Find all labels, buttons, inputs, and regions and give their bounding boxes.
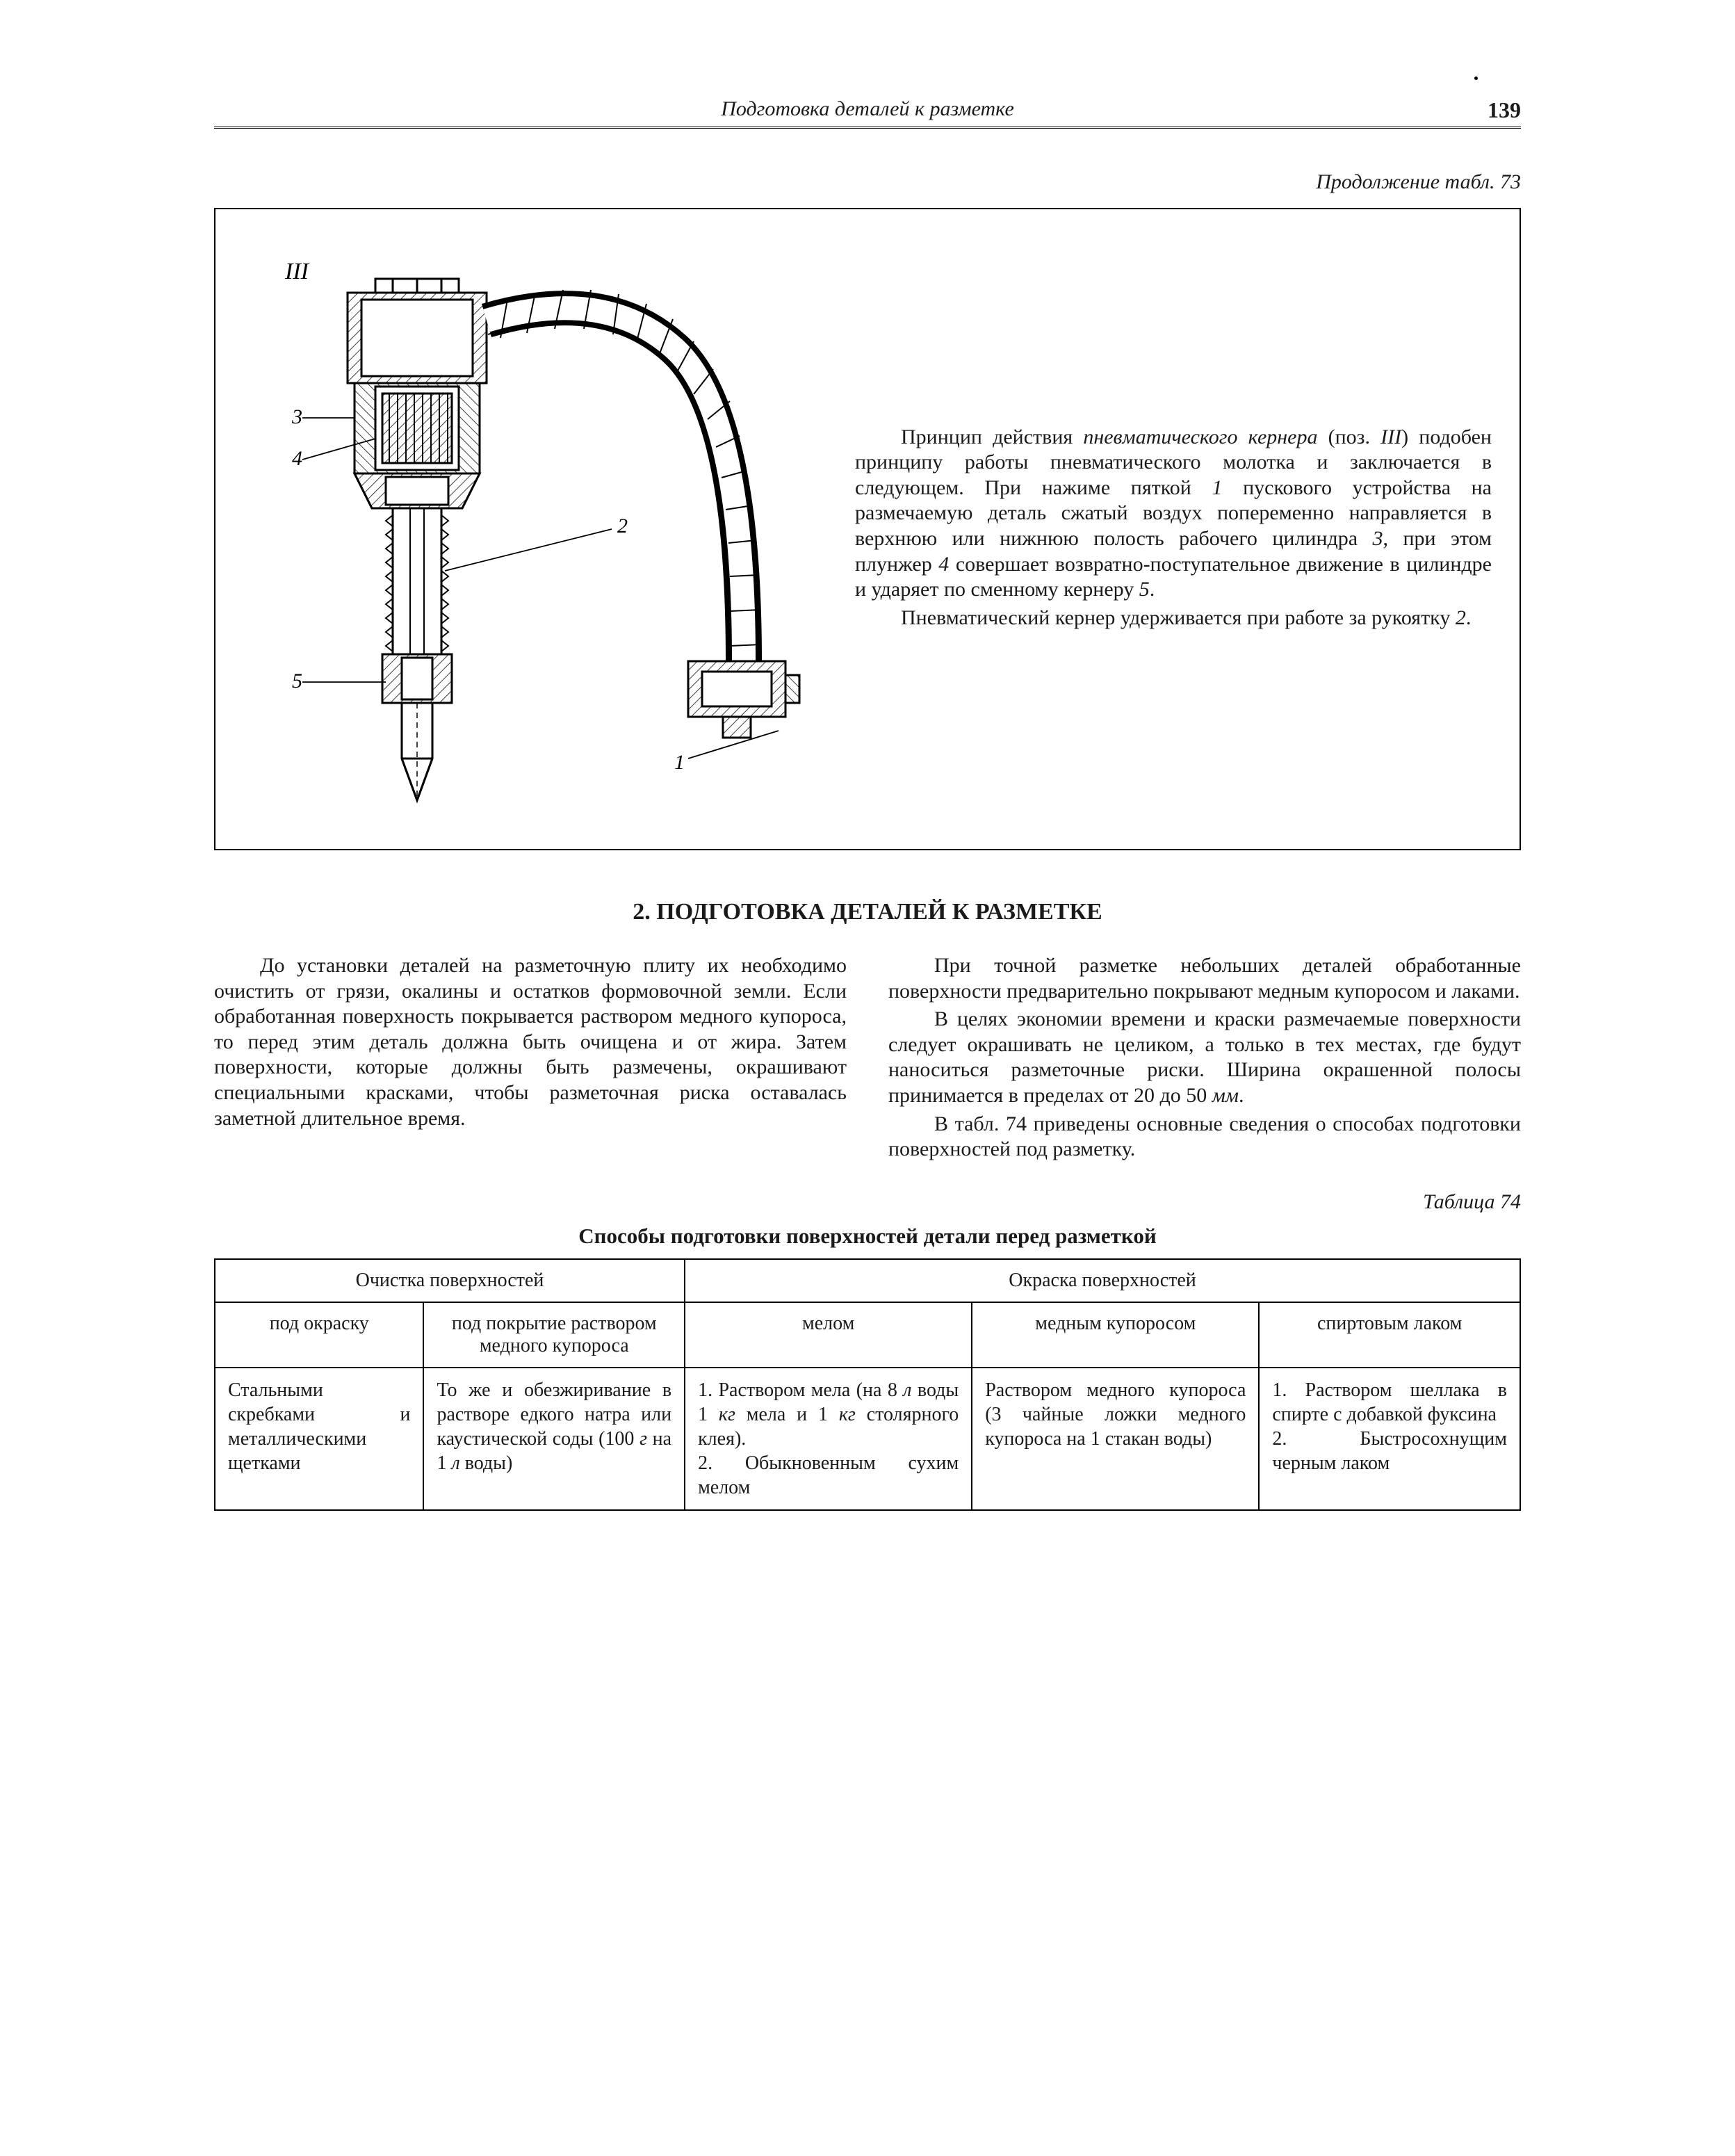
cell: То же и обезжиривание в растворе едкого …	[423, 1368, 685, 1510]
svg-text:2: 2	[617, 514, 628, 537]
figure-paragraph: Принцип действия пневматического кернера…	[855, 425, 1492, 603]
table-row: под окраску под покрытие раствором медно…	[215, 1302, 1520, 1368]
group-header-cleaning: Очистка поверхностей	[215, 1259, 685, 1302]
svg-text:4: 4	[292, 447, 302, 470]
table-row: Очистка поверхностей Окраска поверхносте…	[215, 1259, 1520, 1302]
svg-text:5: 5	[292, 670, 302, 692]
cell: 1. Раствором мела (на 8 л воды 1 кг мела…	[685, 1368, 972, 1510]
page: Подготовка деталей к разметке 139 Продол…	[172, 0, 1563, 1553]
running-head: Подготовка деталей к разметке 139	[214, 97, 1521, 129]
table-title: Способы подготовки поверхностей детали п…	[214, 1224, 1521, 1249]
subheader: мелом	[685, 1302, 972, 1368]
table-number: Таблица 74	[214, 1190, 1521, 1214]
table-row: Стальными скребками и металлическими щет…	[215, 1368, 1520, 1510]
methods-table: Очистка поверхностей Окраска поверхносте…	[214, 1258, 1521, 1511]
group-header-painting: Окраска поверхностей	[685, 1259, 1520, 1302]
subheader: под покрытие раствором медного купороса	[423, 1302, 685, 1368]
scan-artifact	[1474, 76, 1478, 80]
body-text: До установки деталей на разметочную плит…	[214, 953, 1521, 1162]
cell: Стальными скребками и металлическими щет…	[215, 1368, 423, 1510]
body-paragraph: В целях экономии времени и краски размеч…	[888, 1007, 1521, 1108]
table-continuation-label: Продолжение табл. 73	[214, 170, 1521, 194]
subheader: под окраску	[215, 1302, 423, 1368]
body-paragraph: В табл. 74 приведены основные сведения о…	[888, 1112, 1521, 1162]
cell: 1. Раствором шеллака в спирте с добавкой…	[1259, 1368, 1520, 1510]
page-number: 139	[1488, 97, 1521, 123]
figure-73-continued: III	[214, 208, 1521, 850]
figure-paragraph: Пневматический кернер удерживается при р…	[855, 606, 1492, 631]
figure-drawing: III	[243, 230, 813, 828]
section-title: 2. ПОДГОТОВКА ДЕТАЛЕЙ К РАЗМЕТКЕ	[214, 899, 1521, 925]
figure-description: Принцип действия пневматического кернера…	[855, 425, 1492, 634]
subheader: медным купоросом	[972, 1302, 1259, 1368]
svg-text:III: III	[284, 259, 310, 284]
svg-text:3: 3	[291, 405, 302, 428]
cell: Раствором медного купороса (3 чайные лож…	[972, 1368, 1259, 1510]
subheader: спиртовым лаком	[1259, 1302, 1520, 1368]
svg-text:1: 1	[674, 751, 685, 774]
body-paragraph: До установки деталей на разметочную плит…	[214, 953, 847, 1131]
body-paragraph: При точной разметке небольших деталей об…	[888, 953, 1521, 1004]
running-title: Подготовка деталей к разметке	[721, 97, 1014, 121]
